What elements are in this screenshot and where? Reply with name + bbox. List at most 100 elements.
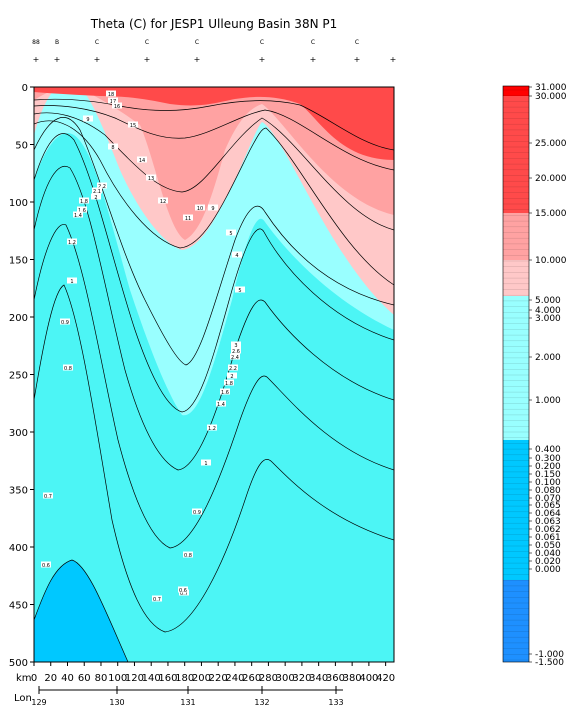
contour-label-box bbox=[60, 318, 70, 325]
contour-label: 2.1 bbox=[93, 189, 101, 195]
colorbar-label: 0.070 bbox=[535, 494, 561, 504]
y-tick-label: 300 bbox=[9, 428, 28, 439]
contour-label-box bbox=[108, 143, 118, 150]
contour-label-box bbox=[207, 424, 217, 431]
contour-label: 1.4 bbox=[217, 402, 225, 408]
station-code: C bbox=[95, 39, 99, 46]
x-tick-label: 180 bbox=[175, 673, 194, 684]
contour-label-box bbox=[192, 508, 202, 515]
y-tick-label: 450 bbox=[9, 601, 28, 612]
contour-label: 1 bbox=[204, 461, 207, 467]
y-tick-label: 250 bbox=[9, 371, 28, 382]
contour-label: 16 bbox=[114, 104, 120, 110]
lon-tick-label: 132 bbox=[254, 698, 269, 707]
colorbar-label: 31.000 bbox=[535, 83, 567, 93]
colorbar-band bbox=[503, 96, 529, 213]
contour-label-box bbox=[73, 211, 83, 218]
contour-label: 2.2 bbox=[98, 184, 106, 190]
lon-tick-label: 129 bbox=[31, 698, 46, 707]
contour-label-box bbox=[178, 586, 188, 593]
contour-label-box bbox=[97, 182, 107, 189]
colorbar-label: 0.080 bbox=[535, 486, 561, 496]
colorbar-label: 3.000 bbox=[535, 314, 561, 324]
x-tick-label: 60 bbox=[78, 673, 91, 684]
contour-label: 4 bbox=[235, 253, 238, 259]
colorbar-label: 0.300 bbox=[535, 454, 561, 464]
x-tick-label: 280 bbox=[259, 673, 278, 684]
colorbar-label: -1.000 bbox=[535, 650, 564, 660]
colorbar-label: 0.200 bbox=[535, 462, 561, 472]
colorbar-label: 25.000 bbox=[535, 139, 567, 149]
contour-label-box bbox=[43, 492, 53, 499]
contour-label: 1.6 bbox=[221, 390, 229, 396]
contour-label: 1.2 bbox=[68, 240, 76, 246]
contour-label: 3 bbox=[234, 343, 237, 349]
contour-label: 2.4 bbox=[231, 355, 239, 361]
x-tick-label: 300 bbox=[276, 673, 295, 684]
station-code: C bbox=[260, 39, 264, 46]
colorbar-label: 0.020 bbox=[535, 557, 561, 567]
x-tick-label: 100 bbox=[108, 673, 127, 684]
contour-label: 0.9 bbox=[61, 320, 69, 326]
colorbar-label: -1.500 bbox=[535, 658, 564, 668]
contour-label-box bbox=[112, 102, 122, 109]
colorbar-label: 0.040 bbox=[535, 549, 561, 559]
contour-label: 2 bbox=[94, 195, 97, 201]
x-tick-label: 40 bbox=[61, 673, 74, 684]
station-markers: 88 B C C C C C C + + + + + + + + + bbox=[32, 39, 396, 64]
colorbar-label: 0.063 bbox=[535, 517, 561, 527]
contour-label-box bbox=[216, 400, 226, 407]
station-marker: + bbox=[390, 55, 397, 64]
station-code: C bbox=[145, 39, 149, 46]
station-code: 88 bbox=[32, 39, 40, 46]
station-marker: + bbox=[259, 55, 266, 64]
contour-label: 1.6 bbox=[78, 208, 86, 214]
contour-label-box bbox=[79, 197, 89, 204]
contour-label: 10 bbox=[197, 206, 203, 212]
lon-tick-label: 130 bbox=[109, 698, 124, 707]
colorbar-band bbox=[503, 580, 529, 662]
contour-label: 0.8 bbox=[184, 553, 192, 559]
chart-title: Theta (C) for JESP1 Ulleung Basin 38N P1 bbox=[90, 17, 338, 31]
contour-label-box bbox=[108, 97, 118, 104]
contour-label-box bbox=[137, 156, 147, 163]
contour-label-box bbox=[231, 341, 241, 348]
y-tick-label: 200 bbox=[9, 313, 28, 324]
contour-label: 11 bbox=[185, 216, 191, 222]
x-tick-label: 120 bbox=[125, 673, 144, 684]
contour-label: 15 bbox=[130, 123, 136, 129]
contour-label: 13 bbox=[148, 176, 154, 182]
contour-label: 18 bbox=[108, 92, 114, 98]
station-marker: + bbox=[144, 55, 151, 64]
contour-label: 12 bbox=[160, 199, 166, 205]
contour-label-box bbox=[92, 187, 102, 194]
colorbar-label: 0.061 bbox=[535, 533, 561, 543]
x-tick-label: 360 bbox=[326, 673, 345, 684]
x-tick-label: 400 bbox=[359, 673, 378, 684]
contour-label-box bbox=[128, 121, 138, 128]
contour-label-box bbox=[208, 204, 218, 211]
contour-label: 0.7 bbox=[180, 591, 188, 597]
contour-label-box bbox=[67, 238, 77, 245]
colorbar-label: 0.400 bbox=[535, 445, 561, 455]
colorbar-label: 0.064 bbox=[535, 509, 561, 519]
y-tick-label: 500 bbox=[9, 658, 28, 669]
colorbar-label: 0.150 bbox=[535, 470, 561, 480]
y-axis: 0 50 100 150 200 250 300 350 400 450 500 bbox=[9, 83, 34, 669]
contour-label-box bbox=[158, 197, 168, 204]
y-tick-label: 100 bbox=[9, 198, 28, 209]
colorbar-label: 0.062 bbox=[535, 525, 561, 535]
station-marker: + bbox=[194, 55, 201, 64]
contour-label-box bbox=[146, 174, 156, 181]
contour-label-box bbox=[77, 206, 87, 213]
x-tick-label: 0 bbox=[31, 673, 37, 684]
contour-label-box bbox=[201, 459, 211, 466]
contour-label: 0.6 bbox=[179, 588, 187, 594]
x-tick-label: 160 bbox=[158, 673, 177, 684]
contour-label-box bbox=[183, 214, 193, 221]
lon-tick-label: 133 bbox=[328, 698, 343, 707]
x-tick-label: 200 bbox=[192, 673, 211, 684]
station-marker: + bbox=[310, 55, 317, 64]
contour-label-box bbox=[83, 115, 93, 122]
